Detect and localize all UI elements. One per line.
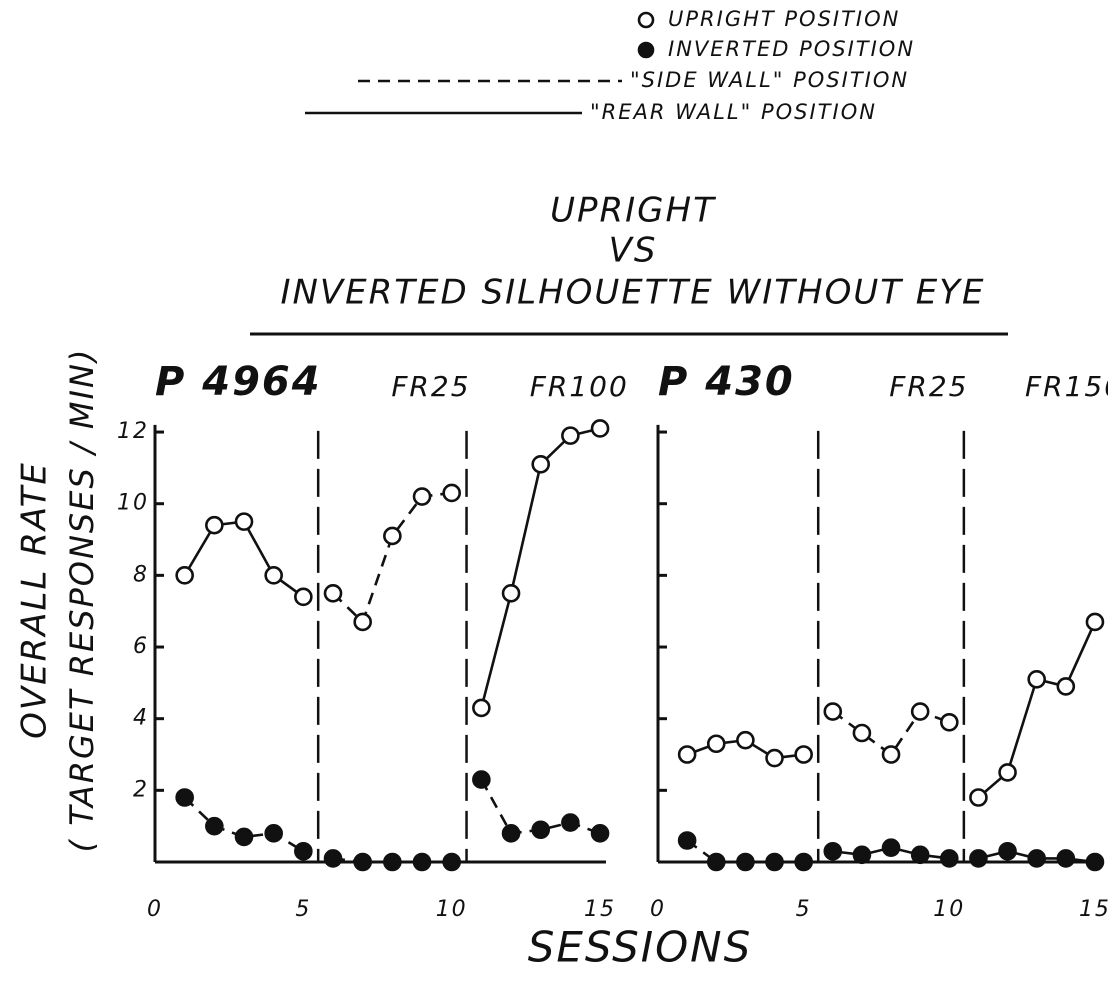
title-line: INVERTED SILHOUETTE WITHOUT EYE [280, 273, 985, 313]
data-point [969, 849, 988, 868]
data-point [1027, 849, 1046, 868]
data-point [323, 849, 343, 868]
data-point [765, 852, 784, 872]
series-line [183, 796, 305, 853]
y-tick-label: 6 [133, 634, 149, 659]
data-point [531, 820, 551, 840]
data-point [264, 566, 283, 585]
data-point [501, 583, 521, 603]
data-point [736, 730, 755, 750]
legend-marker [637, 11, 655, 29]
legend-label: "REAR WALL" POSITION [590, 100, 877, 124]
data-point [294, 841, 313, 861]
y-axis-label: OVERALL RATE [15, 461, 55, 739]
series-line [832, 709, 950, 757]
series-line [977, 621, 1097, 799]
series-line [332, 491, 452, 625]
series-line [183, 520, 305, 598]
data-point [1085, 612, 1105, 632]
data-point [472, 770, 491, 789]
data-point [881, 838, 901, 857]
data-point [590, 419, 610, 438]
x-tick-label: 5 [796, 897, 812, 922]
data-point [1056, 677, 1076, 696]
data-point [442, 483, 462, 503]
data-point [1027, 669, 1046, 689]
y-tick-label: 4 [133, 706, 149, 731]
x-tick-label: 0 [650, 897, 666, 922]
data-point [736, 852, 755, 872]
data-point [939, 712, 959, 732]
data-point [706, 852, 726, 872]
data-point [234, 827, 254, 847]
data-point [531, 454, 551, 474]
data-point [1056, 849, 1076, 868]
data-point [383, 852, 402, 872]
data-point [969, 788, 988, 807]
x-tick-label: 10 [933, 897, 965, 922]
data-point [998, 841, 1017, 861]
data-point [442, 852, 462, 872]
legend-label: INVERTED POSITION [668, 37, 915, 61]
phase-label: FR25 [889, 370, 968, 403]
legend-label: UPRIGHT POSITION [668, 7, 900, 31]
data-point [175, 788, 194, 807]
data-point [910, 702, 930, 721]
data-point [383, 526, 402, 546]
data-point [205, 515, 224, 535]
data-point [472, 698, 491, 718]
x-axis-label: SESSIONS [528, 923, 753, 972]
data-point [677, 745, 697, 764]
y-tick-label: 8 [133, 562, 149, 587]
x-tick-label: 5 [295, 897, 311, 922]
data-point [765, 748, 784, 768]
phase-label: FR150 [1025, 370, 1108, 403]
data-point [823, 702, 843, 721]
data-point [205, 816, 224, 836]
data-point [852, 723, 872, 743]
data-point [294, 587, 313, 607]
phase-label: FR100 [530, 370, 629, 403]
panel-label: P 4964 [155, 359, 322, 405]
data-point [794, 745, 813, 764]
data-point [998, 763, 1017, 782]
x-tick-label: 15 [584, 897, 616, 922]
title-line: VS [609, 231, 658, 271]
data-point [412, 852, 432, 872]
y-axis-label: ( TARGET RESPONSES / MIN) [63, 348, 101, 853]
data-point [353, 852, 372, 872]
data-point [677, 831, 697, 850]
data-point [323, 583, 343, 603]
y-tick-label: 12 [117, 419, 149, 444]
phase-label: FR25 [391, 370, 470, 403]
x-tick-label: 10 [436, 897, 468, 922]
data-point [910, 845, 930, 865]
data-point [561, 426, 580, 445]
y-tick-label: 10 [117, 491, 149, 516]
data-point [794, 852, 813, 872]
data-point [501, 824, 521, 843]
data-point [412, 487, 432, 506]
data-point [881, 745, 901, 764]
data-point [264, 824, 283, 843]
data-point [234, 512, 254, 531]
data-point [175, 566, 194, 585]
data-point [939, 849, 959, 868]
legend-marker [637, 41, 655, 59]
legend-label: "SIDE WALL" POSITION [630, 68, 909, 92]
x-tick-label: 15 [1079, 897, 1108, 922]
data-point [852, 845, 872, 865]
data-point [561, 813, 580, 832]
data-point [706, 734, 726, 754]
x-tick-label: 0 [147, 897, 163, 922]
title-line: UPRIGHT [550, 191, 716, 231]
data-point [823, 841, 843, 861]
data-point [1085, 852, 1105, 872]
panel-label: P 430 [658, 359, 795, 405]
y-tick-label: 2 [133, 777, 149, 802]
data-point [590, 824, 610, 843]
data-point [353, 612, 372, 632]
